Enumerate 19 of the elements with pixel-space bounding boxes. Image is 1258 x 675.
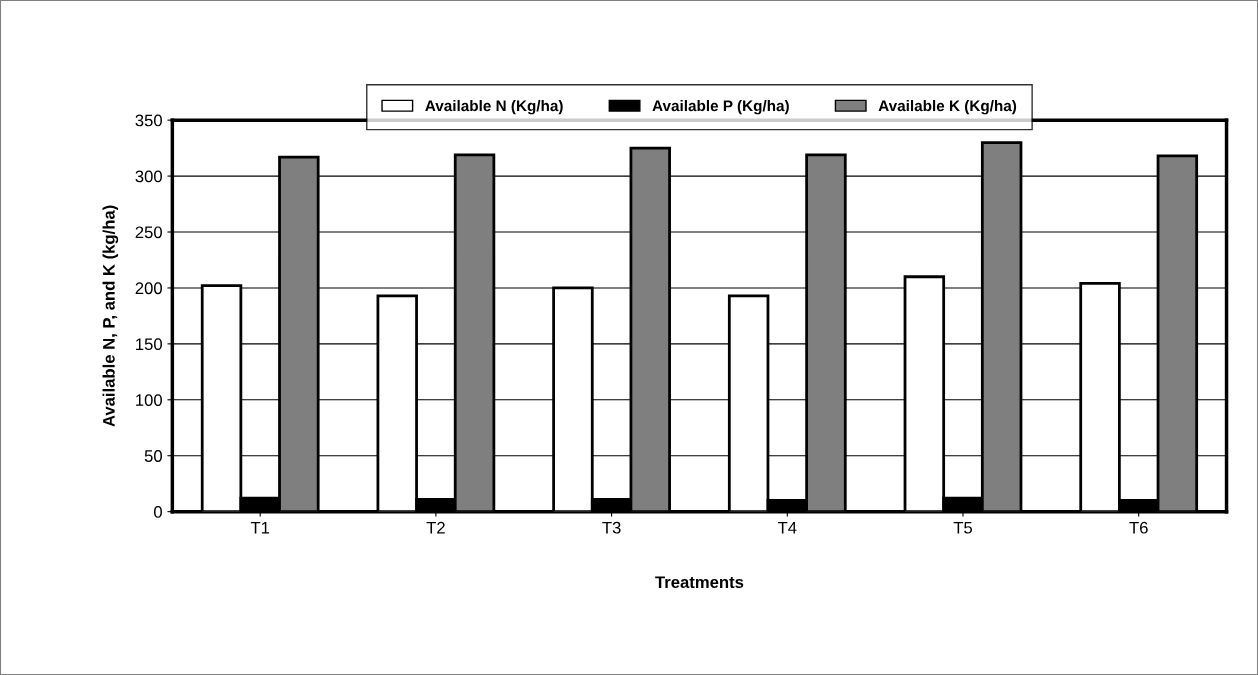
x-tick-label: T6 xyxy=(1129,521,1148,534)
x-axis-title: Treatments xyxy=(655,576,744,589)
y-tick-label: 150 xyxy=(136,338,162,351)
y-tick-label: 50 xyxy=(144,450,162,462)
x-tick-label: T4 xyxy=(777,521,797,534)
legend-label: Available N (Kg/ha) xyxy=(425,100,563,115)
y-tick-label: 200 xyxy=(135,282,162,295)
y-tick-label: 250 xyxy=(135,226,162,239)
x-tick-label: T2 xyxy=(426,521,445,534)
y-tick-label: 100 xyxy=(136,394,162,406)
x-tick-label: T1 xyxy=(250,521,270,534)
x-tick-label: T5 xyxy=(953,521,973,534)
legend-label: Available P (Kg/ha) xyxy=(652,100,789,115)
y-tick-label: 0 xyxy=(154,506,162,518)
y-axis-title: Available N, P, and K (kg/ha) xyxy=(102,205,119,427)
x-tick-label: T3 xyxy=(602,521,621,534)
y-tick-label: 350 xyxy=(135,114,162,127)
legend-label: Available K (Kg/ha) xyxy=(878,100,1017,115)
y-tick-label: 300 xyxy=(135,170,162,183)
